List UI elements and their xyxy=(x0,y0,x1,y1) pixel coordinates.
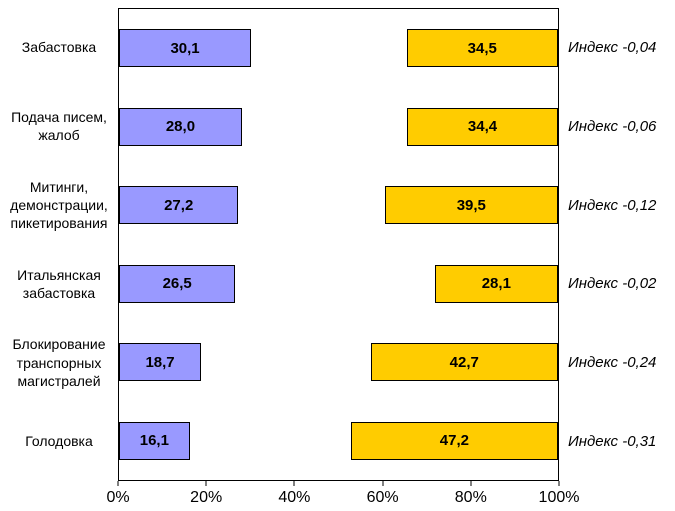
chart-row: 16,1 47,2 xyxy=(119,402,558,481)
right-series-bar: 34,5 xyxy=(406,29,558,68)
x-axis: 0% 20% 40% 60% 80% 100% xyxy=(106,481,579,511)
category-label: Митинги, демонстрации, пикетирования xyxy=(10,178,108,232)
bar-value-label: 30,1 xyxy=(170,39,200,57)
bar-value-label: 28,1 xyxy=(481,275,511,293)
category-label: Забастовка xyxy=(21,39,97,56)
left-series-bar: 27,2 xyxy=(119,186,239,225)
x-axis-tick-mark xyxy=(205,481,207,486)
bar-value-label: 34,5 xyxy=(467,39,497,57)
index-labels-column: Индекс -0,04 Индекс -0,06 Индекс -0,12 Инде… xyxy=(559,8,675,481)
chart-row: 27,2 39,5 xyxy=(119,166,558,245)
x-axis-tick-label: 20% xyxy=(190,489,223,506)
bar-value-label: 16,1 xyxy=(139,432,169,450)
x-axis-tick-label: 100% xyxy=(538,489,580,506)
right-series-bar: 39,5 xyxy=(384,186,558,225)
left-series-bar: 16,1 xyxy=(119,421,190,460)
plot-area: 30,1 34,5 28,0 34,4 27,2 39,5 26,5 28,1 18,7 42,7… xyxy=(118,8,559,481)
bar-value-label: 26,5 xyxy=(162,275,192,293)
bar-value-label: 18,7 xyxy=(145,353,175,371)
x-axis-tick-label: 40% xyxy=(278,489,311,506)
x-axis-tick-label: 80% xyxy=(454,489,487,506)
right-series-bar: 42,7 xyxy=(370,343,558,382)
left-series-bar: 30,1 xyxy=(119,29,252,68)
x-axis-tick-label: 60% xyxy=(366,489,399,506)
bar-value-label: 47,2 xyxy=(439,432,469,450)
chart-row: 28,0 34,4 xyxy=(119,88,558,167)
category-axis-labels: Забастовка Подача писем, жалоб Митинги, де… xyxy=(0,8,118,481)
bar-value-label: 42,7 xyxy=(449,353,479,371)
left-series-bar: 26,5 xyxy=(119,264,236,303)
right-series-bar: 34,4 xyxy=(406,107,558,146)
x-axis-tick-mark xyxy=(117,481,119,486)
index-label: Индекс -0,04 xyxy=(568,38,657,56)
x-axis-tick-mark xyxy=(382,481,384,486)
category-label: Голодовка xyxy=(25,433,93,450)
index-label: Индекс -0,31 xyxy=(568,433,657,451)
index-label: Индекс -0,06 xyxy=(568,117,657,135)
x-axis-tick-label: 0% xyxy=(106,489,130,506)
index-label: Индекс -0,24 xyxy=(568,354,657,372)
category-label: Блокирование транспорных магистралей xyxy=(12,336,106,389)
chart-row: 18,7 42,7 xyxy=(119,323,558,402)
category-label: Итальянская забастовка xyxy=(17,266,101,301)
x-axis-tick-mark xyxy=(293,481,295,486)
x-axis-tick-mark xyxy=(558,481,560,486)
index-label: Индекс -0,12 xyxy=(568,196,657,214)
bar-value-label: 34,4 xyxy=(467,118,498,136)
category-label: Подача писем, жалоб xyxy=(11,109,107,144)
bar-value-label: 39,5 xyxy=(456,196,486,214)
bar-value-label: 27,2 xyxy=(164,196,194,214)
right-series-bar: 47,2 xyxy=(350,421,558,460)
left-series-bar: 18,7 xyxy=(119,343,202,382)
left-series-bar: 28,0 xyxy=(119,107,242,146)
bar-value-label: 28,0 xyxy=(165,118,196,136)
index-label: Индекс -0,02 xyxy=(568,275,657,293)
x-axis-tick-mark xyxy=(470,481,472,486)
chart-row: 30,1 34,5 xyxy=(119,9,558,88)
right-series-bar: 28,1 xyxy=(434,264,558,303)
chart-row: 26,5 28,1 xyxy=(119,245,558,324)
